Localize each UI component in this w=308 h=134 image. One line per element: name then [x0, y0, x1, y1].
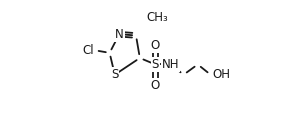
Text: Cl: Cl — [82, 44, 94, 57]
Text: O: O — [151, 79, 160, 92]
Text: S: S — [152, 58, 159, 71]
Text: OH: OH — [212, 68, 230, 81]
Text: N: N — [115, 28, 124, 41]
Text: S: S — [111, 68, 119, 81]
Text: CH₃: CH₃ — [146, 11, 168, 24]
Text: NH: NH — [162, 58, 180, 71]
Text: O: O — [151, 39, 160, 52]
